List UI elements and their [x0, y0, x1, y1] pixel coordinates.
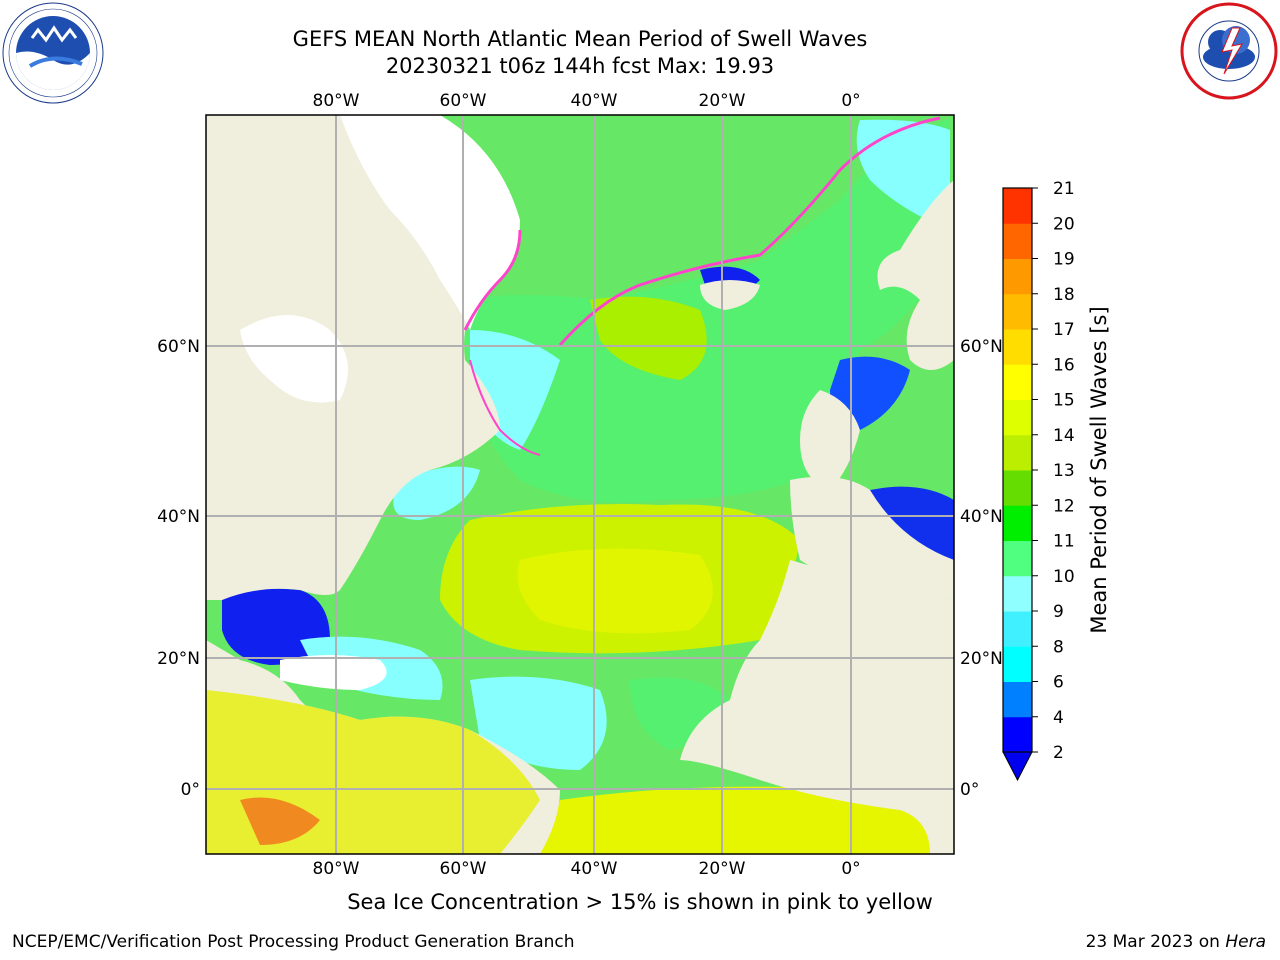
colorbar-segment	[1003, 258, 1032, 295]
noaa-logo	[2, 2, 104, 104]
colorbar-tick-label: 2	[1053, 743, 1064, 763]
lat-label-right: 40°N	[960, 507, 1003, 527]
colorbar-tick-label: 9	[1053, 602, 1064, 622]
nws-logo	[1180, 2, 1278, 100]
colorbar-segment	[1003, 611, 1032, 647]
colorbar-extend-arrow	[1002, 751, 1033, 782]
colorbar-tick-label: 4	[1053, 708, 1064, 728]
lon-label-bottom: 80°W	[313, 859, 360, 879]
footer-date-text: 23 Mar 2023 on	[1085, 932, 1226, 952]
footer-host: Hera	[1225, 932, 1266, 952]
colorbar-segment	[1003, 223, 1032, 259]
colorbar-segments	[1003, 188, 1032, 753]
colorbar-segment	[1003, 434, 1032, 471]
colorbar-tick-label: 15	[1053, 391, 1075, 411]
colorbar-tick-label: 21	[1053, 179, 1075, 199]
colorbar-segment	[1003, 364, 1032, 400]
colorbar-tick-label: 17	[1053, 320, 1075, 340]
lon-label-bottom: 0°	[841, 859, 860, 879]
colorbar-segment	[1003, 505, 1032, 541]
lat-label-left: 60°N	[157, 337, 200, 357]
colorbar-tick-label: 13	[1053, 461, 1075, 481]
lat-label-right: 20°N	[960, 649, 1003, 669]
lon-label-top: 0°	[841, 91, 860, 111]
colorbar-segment	[1003, 716, 1032, 753]
colorbar-segment	[1003, 540, 1032, 577]
colorbar-ticks: 2 4 6 8 9 10 11 12 13 14 15 16 17 18 19 20 21	[1032, 179, 1075, 763]
chart-title: GEFS MEAN North Atlantic Mean Period of …	[292, 27, 868, 51]
colorbar-segment	[1003, 470, 1032, 506]
colorbar-tick-label: 14	[1053, 426, 1075, 446]
sea-ice-caption: Sea Ice Concentration > 15% is shown in …	[347, 890, 933, 914]
colorbar-tick-label: 20	[1053, 214, 1075, 234]
colorbar-tick-label: 10	[1053, 567, 1075, 587]
lon-label-bottom: 60°W	[440, 859, 487, 879]
footer-credit: NCEP/EMC/Verification Post Processing Pr…	[12, 932, 575, 952]
colorbar-segment	[1003, 399, 1032, 436]
chart-subtitle: 20230321 t06z 144h fcst Max: 19.93	[385, 54, 775, 78]
lon-label-top: 40°W	[571, 91, 618, 111]
lat-label-right: 0°	[960, 780, 979, 800]
colorbar-segment	[1003, 329, 1032, 365]
colorbar-segment	[1003, 575, 1032, 612]
colorbar-label: Mean Period of Swell Waves [s]	[1087, 306, 1111, 633]
colorbar-tick-label: 18	[1053, 285, 1075, 305]
lon-label-top: 60°W	[440, 91, 487, 111]
colorbar-segment	[1003, 681, 1032, 718]
colorbar-tick-label: 6	[1053, 673, 1064, 693]
footer-date: 23 Mar 2023 on Hera	[1086, 932, 1266, 952]
lat-label-left: 0°	[181, 780, 200, 800]
colorbar-tick-label: 11	[1053, 532, 1075, 552]
colorbar-tick-label: 16	[1053, 355, 1075, 375]
lat-label-left: 20°N	[157, 649, 200, 669]
colorbar-segment	[1003, 293, 1032, 330]
lat-label-right: 60°N	[960, 337, 1003, 357]
colorbar-tick-label: 8	[1053, 637, 1064, 657]
lon-label-top: 20°W	[699, 91, 746, 111]
lon-label-bottom: 40°W	[571, 859, 618, 879]
lon-label-bottom: 20°W	[699, 859, 746, 879]
colorbar-tick-label: 12	[1053, 496, 1075, 516]
colorbar-tick-label: 19	[1053, 250, 1075, 270]
colorbar-segment	[1003, 188, 1032, 224]
lat-label-left: 40°N	[157, 507, 200, 527]
lon-label-top: 80°W	[313, 91, 360, 111]
colorbar-segment	[1003, 646, 1032, 682]
